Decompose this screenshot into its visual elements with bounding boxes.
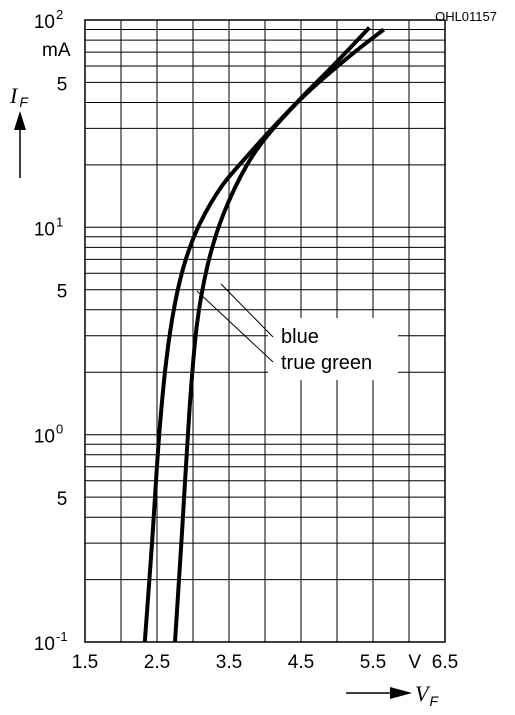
y-five-label: 5 xyxy=(57,489,68,510)
chart-curves xyxy=(142,26,386,643)
y-axis-unit: mA xyxy=(42,40,71,61)
y-five-label: 5 xyxy=(57,282,68,303)
drawing-code: OHL01157 xyxy=(435,9,497,24)
svg-text:IF: IF xyxy=(9,83,29,110)
legend-leader-blue xyxy=(220,283,274,338)
series-true-green-line xyxy=(173,27,386,643)
y-decade-label: 10 xyxy=(34,634,55,655)
y-decade-label: 10 xyxy=(34,427,55,448)
x-axis-title: VF xyxy=(346,681,439,709)
legend-blue: blue xyxy=(281,326,319,348)
y-five-label: 5 xyxy=(57,74,68,95)
y-decade-exponent: -1 xyxy=(56,629,68,644)
x-tick-label: 3.5 xyxy=(216,652,242,673)
y-decade-exponent: 1 xyxy=(56,214,63,229)
x-tick-label: 5.5 xyxy=(360,652,386,673)
legend-true-green: true green xyxy=(281,352,372,374)
plot-frame xyxy=(84,19,446,643)
legend-leader-true-green xyxy=(196,290,274,363)
y-decade-label: 10 xyxy=(34,219,55,240)
x-tick-label: 6.5 xyxy=(432,652,458,673)
x-tick-label: 4.5 xyxy=(288,652,314,673)
y-axis-subscript: F xyxy=(19,94,29,110)
y-decade-label: 10 xyxy=(34,12,55,33)
svg-text:VF: VF xyxy=(415,681,439,709)
x-axis-symbol: V xyxy=(415,681,431,706)
y-decade-exponent: 0 xyxy=(56,422,63,437)
x-axis-subscript: F xyxy=(429,693,439,709)
legend-background xyxy=(268,318,398,380)
y-axis-arrow-head-icon xyxy=(14,111,26,130)
x-tick-label: 1.5 xyxy=(72,652,98,673)
x-axis-arrow-head-icon xyxy=(390,687,412,699)
y-decade-exponent: 2 xyxy=(56,7,63,22)
y-axis-symbol: I xyxy=(9,83,19,108)
x-tick-label: 2.5 xyxy=(144,652,170,673)
x-axis-unit: V xyxy=(408,652,421,673)
legend: blue true green xyxy=(196,283,398,380)
